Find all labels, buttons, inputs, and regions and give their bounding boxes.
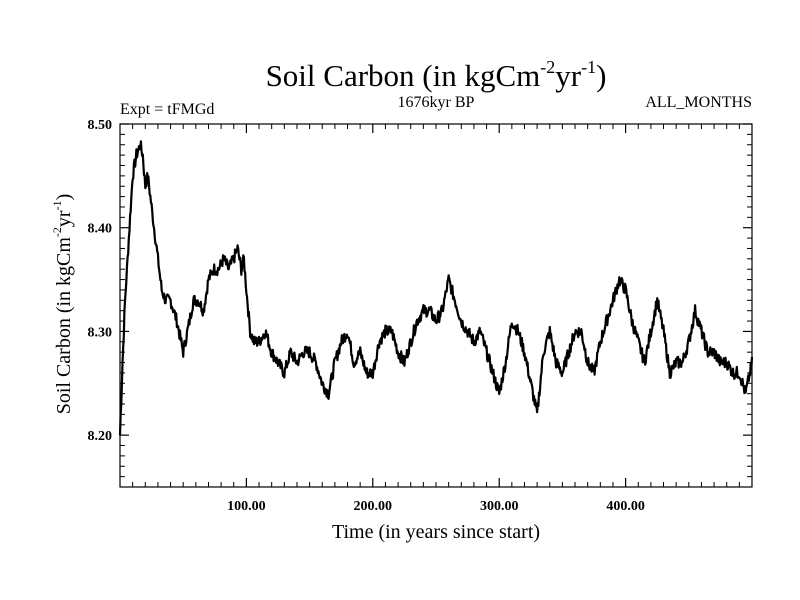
y-tick-label: 8.40 [88, 222, 113, 237]
period-label: 1676kyr BP [398, 94, 475, 111]
y-tick-label: 8.50 [88, 118, 113, 133]
y-tick-label: 8.20 [88, 429, 113, 444]
x-axis-ticks: 100.00 200.00 300.00 400.00 [227, 124, 645, 514]
x-axis-label: Time (in years since start) [332, 521, 540, 543]
series-line [118, 140, 754, 436]
x-tick-label: 200.00 [354, 499, 393, 514]
x-tick-label: 300.00 [480, 499, 519, 514]
y-tick-label: 8.30 [88, 325, 113, 340]
experiment-label: Expt = tFMGd [120, 101, 214, 118]
months-label: ALL_MONTHS [645, 94, 752, 111]
y-axis-label: Soil Carbon (in kgCm-2yr-1) [50, 194, 75, 415]
x-tick-label: 400.00 [606, 499, 645, 514]
chart-title: Soil Carbon (in kgCm-2yr-1) [266, 57, 607, 93]
minor-ticks [120, 124, 752, 487]
y-axis-ticks: 8.20 8.30 8.40 8.50 [88, 118, 752, 444]
x-tick-label: 100.00 [227, 499, 266, 514]
